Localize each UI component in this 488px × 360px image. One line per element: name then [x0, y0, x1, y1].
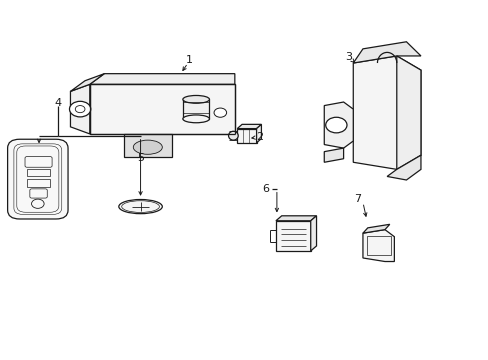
- Polygon shape: [237, 124, 261, 129]
- Polygon shape: [275, 216, 316, 221]
- Text: 6: 6: [261, 184, 268, 194]
- Ellipse shape: [183, 95, 209, 103]
- Polygon shape: [183, 99, 209, 119]
- Polygon shape: [324, 148, 343, 162]
- Text: 2: 2: [256, 132, 263, 142]
- Text: 5: 5: [137, 153, 144, 163]
- Ellipse shape: [183, 115, 209, 123]
- Polygon shape: [352, 56, 420, 169]
- Polygon shape: [70, 74, 104, 91]
- Polygon shape: [70, 84, 90, 134]
- Polygon shape: [362, 224, 389, 233]
- Text: 7: 7: [354, 194, 361, 204]
- Polygon shape: [237, 129, 256, 143]
- Circle shape: [214, 108, 226, 117]
- Polygon shape: [352, 42, 420, 63]
- Polygon shape: [396, 56, 420, 169]
- Ellipse shape: [133, 140, 162, 154]
- Circle shape: [325, 117, 346, 133]
- Polygon shape: [123, 134, 172, 157]
- Bar: [27, 179, 50, 187]
- Polygon shape: [90, 84, 234, 134]
- Polygon shape: [362, 230, 393, 261]
- FancyBboxPatch shape: [8, 139, 68, 219]
- Polygon shape: [256, 124, 261, 143]
- Text: 4: 4: [55, 98, 62, 108]
- Ellipse shape: [119, 199, 162, 214]
- Text: 1: 1: [185, 55, 192, 65]
- Polygon shape: [324, 102, 352, 148]
- Bar: [27, 168, 50, 176]
- Polygon shape: [275, 221, 310, 251]
- Polygon shape: [90, 74, 234, 84]
- Polygon shape: [386, 155, 420, 180]
- Circle shape: [69, 101, 91, 117]
- Ellipse shape: [228, 131, 238, 140]
- Polygon shape: [310, 216, 316, 251]
- Text: 3: 3: [344, 51, 351, 62]
